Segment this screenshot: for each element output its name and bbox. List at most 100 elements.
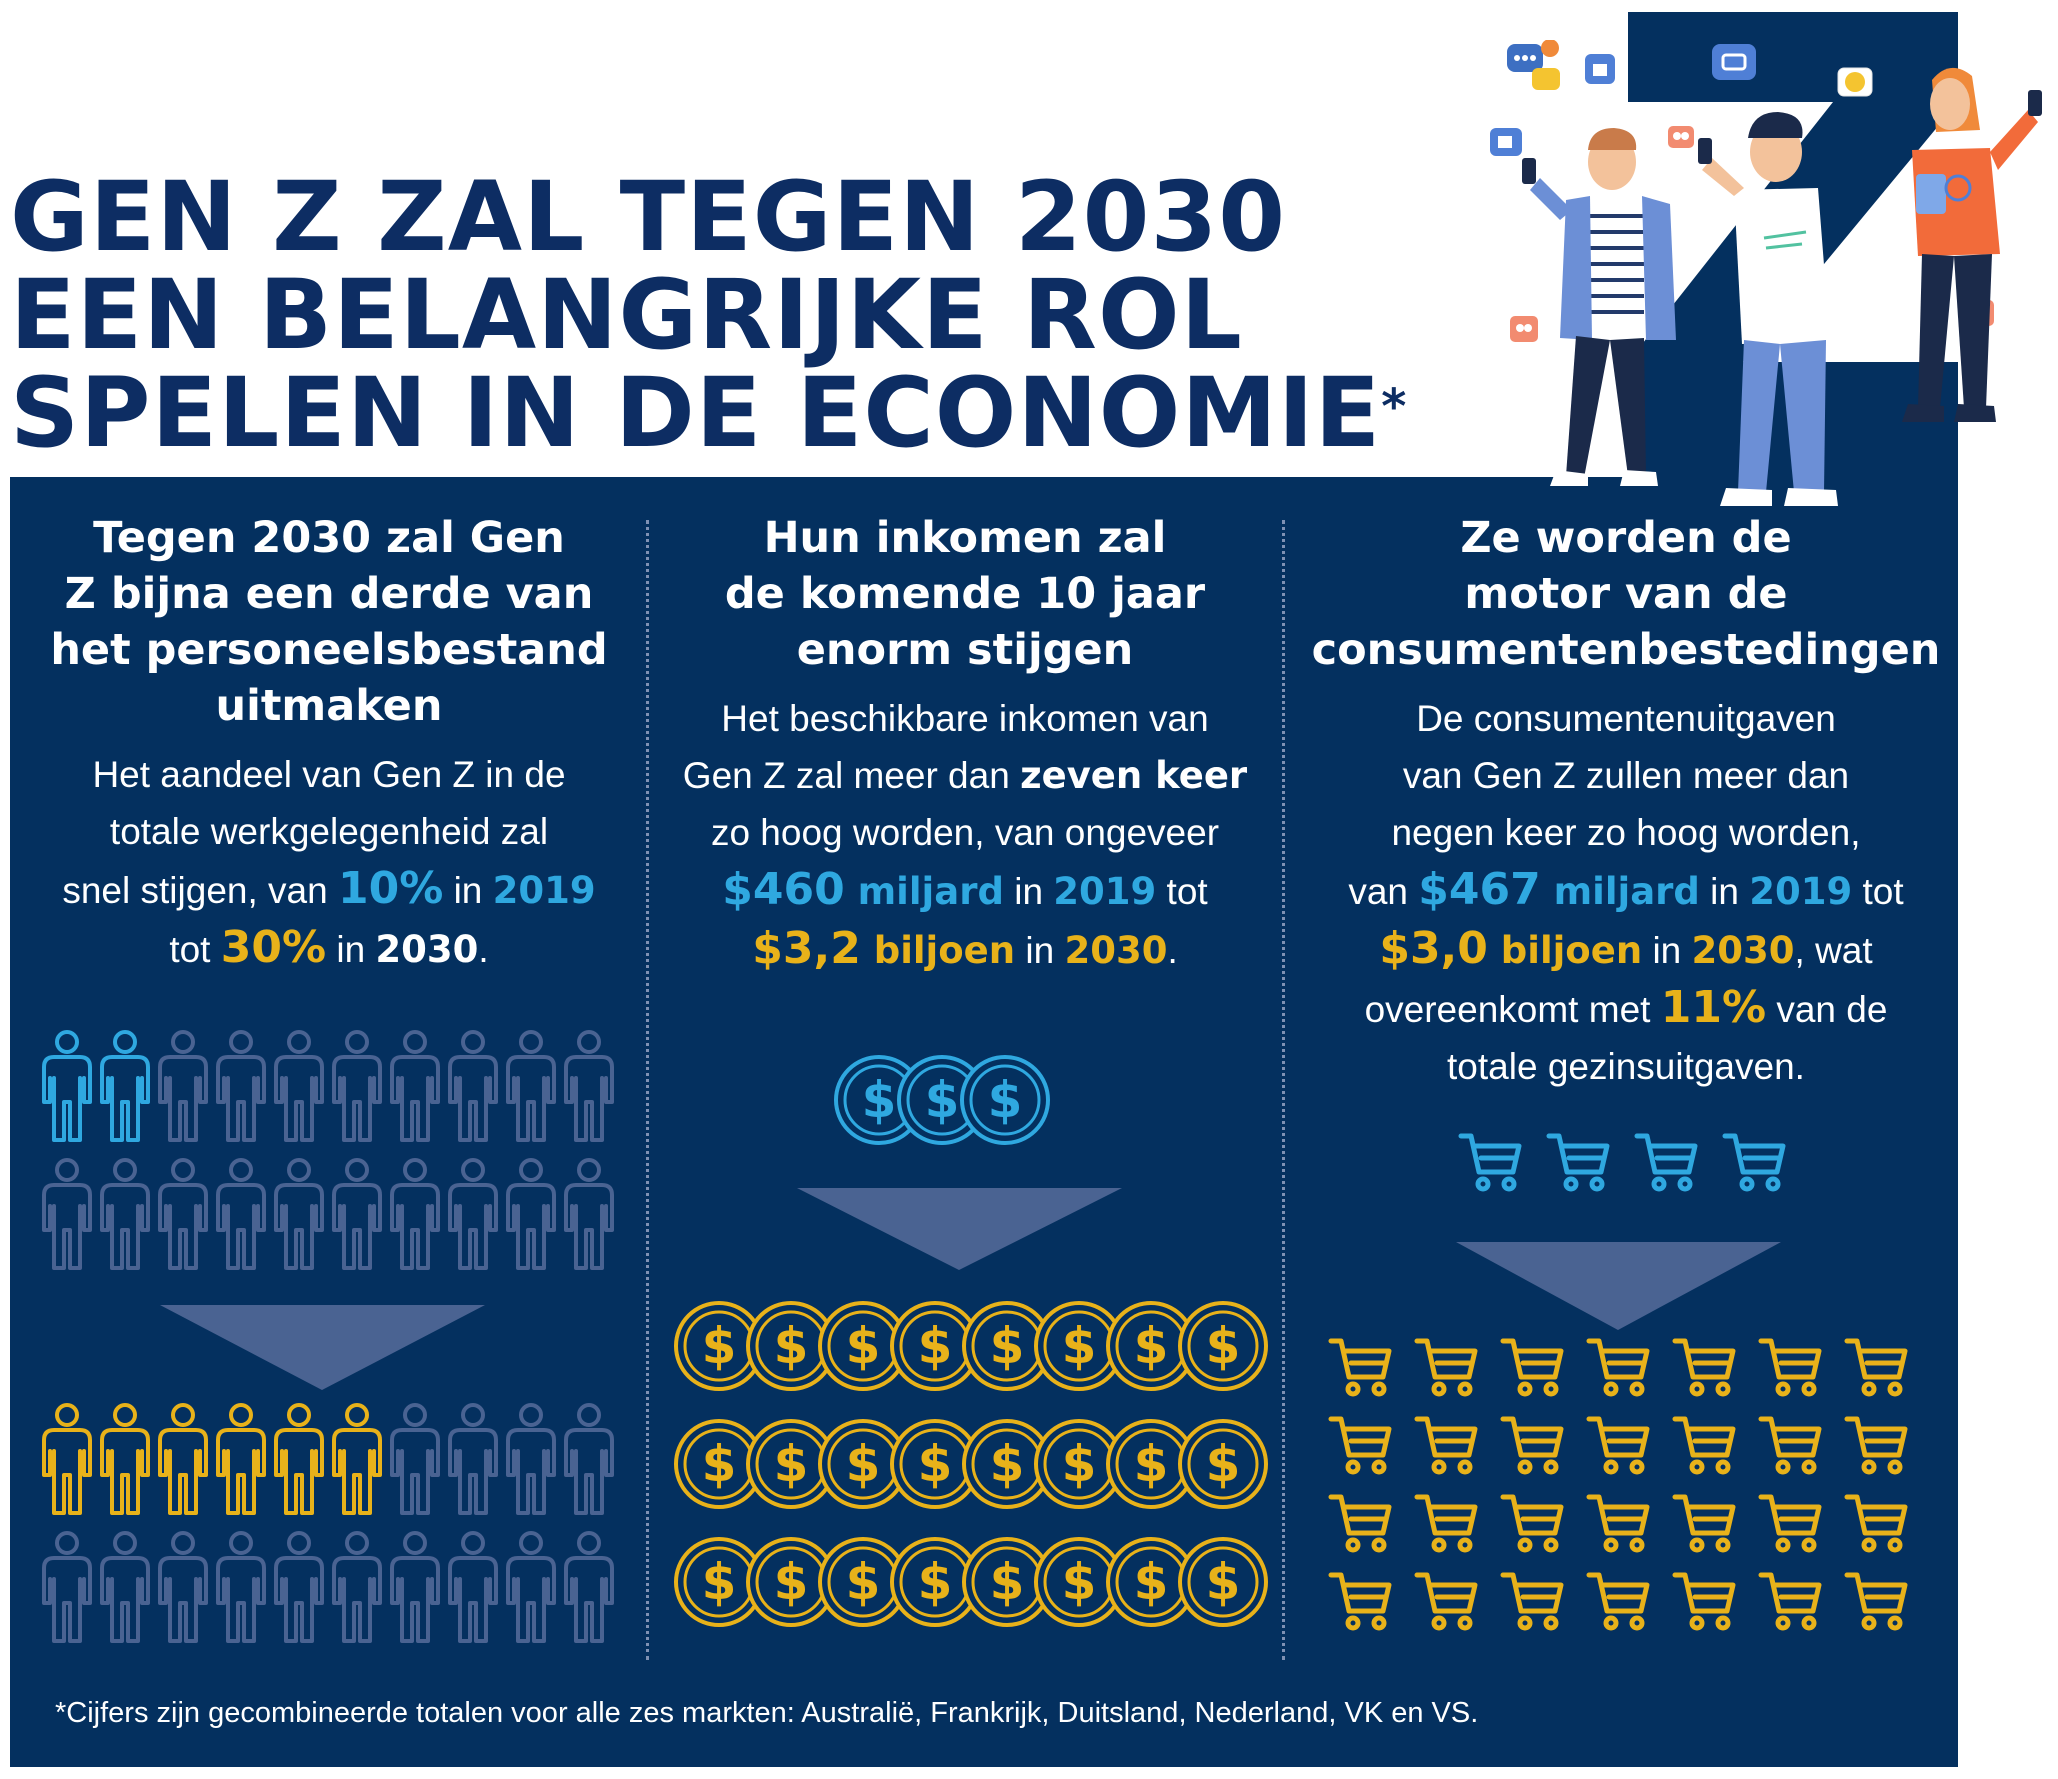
page-headline: GEN Z ZAL TEGEN 2030 EEN BELANGRIJKE ROL…	[10, 168, 1490, 462]
person-outline-icon	[506, 1030, 556, 1142]
shopping-cart-icon	[1586, 1494, 1650, 1553]
shopping-cart-icon	[1722, 1133, 1786, 1192]
text-span: in	[443, 870, 493, 911]
text-span: in	[1642, 930, 1692, 971]
spending-title-line: Ze worden de	[1460, 513, 1792, 563]
shopping-cart-icon	[1500, 1416, 1564, 1475]
income-title-line: enorm stijgen	[796, 625, 1134, 675]
person-outline-icon	[506, 1531, 556, 1643]
down-arrow-icon	[1456, 1242, 1781, 1330]
shopping-cart-icon	[1328, 1416, 1392, 1475]
text-span: Gen Z zal meer dan	[682, 755, 1021, 796]
person-outline-icon	[274, 1158, 324, 1270]
income-desc-line: $3,2 biljoen in 2030.	[660, 920, 1270, 979]
person-outline-icon	[42, 1531, 92, 1643]
dollar-coin-icon: $	[818, 1537, 908, 1627]
text-span: , wat	[1794, 930, 1873, 971]
person-outline-icon	[390, 1403, 440, 1515]
spending-title-line: motor van de	[1464, 569, 1788, 619]
spending-desc-line: totale gezinsuitgaven.	[1447, 1046, 1805, 1087]
person-outline-icon	[216, 1403, 266, 1515]
dollar-coin-icon: $	[1106, 1537, 1196, 1627]
spending-desc-line: negen keer zo hoog worden,	[1391, 812, 1861, 853]
person-outline-icon	[274, 1403, 324, 1515]
thumbs-up-icon	[1490, 128, 1522, 156]
income-2019-unit: miljard	[844, 870, 1004, 913]
text-span: overeenkomt met	[1364, 989, 1661, 1030]
heart-icon	[1668, 126, 1694, 148]
year-2030: 2030	[375, 928, 479, 971]
headline-asterisk: *	[1381, 379, 1408, 435]
spending-2030-unit: biljoen	[1487, 929, 1643, 972]
person-middle-figure	[1698, 112, 1838, 506]
spending-column: Ze worden de motor van de consumentenbes…	[1296, 510, 1956, 1095]
shopping-cart-icon	[1634, 1133, 1698, 1192]
svg-text:$: $	[925, 1071, 960, 1129]
text-span: in	[326, 929, 376, 970]
workforce-2030-people-grid	[42, 1403, 614, 1643]
share-2030-value: 30%	[220, 922, 327, 973]
svg-text:$: $	[1206, 1317, 1241, 1375]
svg-text:$: $	[702, 1317, 737, 1375]
spending-title-line: consumentenbestedingen	[1311, 625, 1941, 675]
person-outline-icon	[274, 1030, 324, 1142]
spending-title: Ze worden de motor van de consumentenbes…	[1296, 510, 1956, 678]
spending-desc-line: De consumentenuitgaven	[1416, 698, 1836, 739]
person-outline-icon	[158, 1158, 208, 1270]
svg-text:$: $	[1134, 1553, 1169, 1611]
svg-text:$: $	[990, 1553, 1025, 1611]
person-outline-icon	[42, 1158, 92, 1270]
person-outline-icon	[448, 1531, 498, 1643]
headline-line-1: GEN Z ZAL TEGEN 2030	[10, 161, 1287, 273]
text-span: tot	[1156, 871, 1208, 912]
headline-line-3: SPELEN IN DE ECONOMIE*	[10, 364, 1490, 462]
shopping-cart-icon	[1500, 1338, 1564, 1397]
svg-text:$: $	[702, 1553, 737, 1611]
workforce-title-line: uitmaken	[215, 681, 443, 731]
spending-2019-value: $467	[1418, 864, 1541, 915]
person-outline-icon	[332, 1158, 382, 1270]
svg-text:$: $	[918, 1317, 953, 1375]
dollar-coin-icon: $	[960, 1055, 1050, 1145]
svg-text:$: $	[918, 1553, 953, 1611]
person-outline-icon	[390, 1158, 440, 1270]
svg-text:$: $	[1134, 1317, 1169, 1375]
shopping-cart-icon	[1758, 1572, 1822, 1631]
dollar-coin-icon: $	[1178, 1419, 1268, 1509]
income-title-line: de komende 10 jaar	[724, 569, 1206, 619]
repost-icon	[1712, 44, 1756, 80]
year-2019: 2019	[1053, 870, 1157, 913]
dollar-coin-icon: $	[818, 1301, 908, 1391]
svg-text:$: $	[774, 1553, 809, 1611]
svg-text:$: $	[1206, 1553, 1241, 1611]
text-span: van	[1348, 871, 1419, 912]
svg-text:$: $	[774, 1435, 809, 1493]
spending-2030-cart-grid	[1328, 1338, 1908, 1631]
shopping-cart-icon	[1672, 1494, 1736, 1553]
shopping-cart-icon	[1586, 1572, 1650, 1631]
svg-text:$: $	[1062, 1435, 1097, 1493]
dollar-coin-icon: $	[674, 1537, 764, 1627]
svg-text:$: $	[1062, 1317, 1097, 1375]
shopping-cart-icon	[1844, 1494, 1908, 1553]
text-span: tot	[169, 929, 221, 970]
svg-text:$: $	[1062, 1553, 1097, 1611]
column-divider-2	[1282, 520, 1285, 1660]
income-2019-coin-group: $ $ $	[834, 1055, 1050, 1145]
thumbs-up-icon	[1585, 54, 1615, 84]
multiplier-text: zeven keer	[1020, 754, 1248, 797]
svg-text:$: $	[988, 1071, 1023, 1129]
person-outline-icon	[448, 1403, 498, 1515]
shopping-cart-icon	[1500, 1572, 1564, 1631]
person-outline-icon	[448, 1030, 498, 1142]
text-span: in	[1699, 871, 1750, 912]
shopping-cart-icon	[1458, 1133, 1522, 1192]
person-outline-icon	[100, 1030, 150, 1142]
income-desc-line: zo hoog worden, van ongeveer	[710, 812, 1220, 853]
person-outline-icon	[332, 1030, 382, 1142]
person-outline-icon	[42, 1403, 92, 1515]
svg-text:$: $	[862, 1071, 897, 1129]
dollar-coin-icon: $	[746, 1301, 836, 1391]
svg-text:$: $	[846, 1317, 881, 1375]
svg-text:$: $	[1134, 1435, 1169, 1493]
